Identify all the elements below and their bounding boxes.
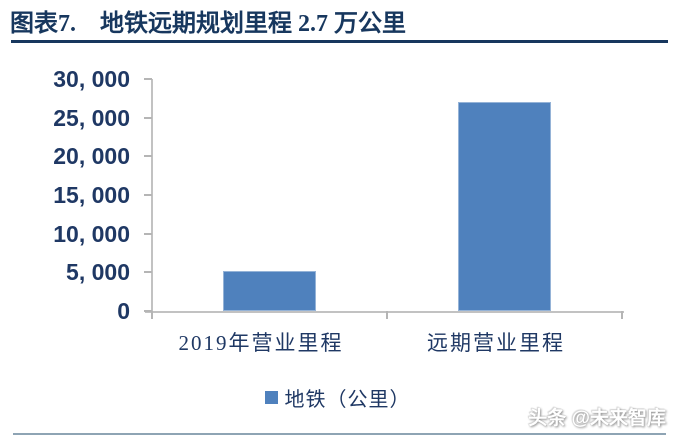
figure-title-prefix: 图表7. bbox=[10, 11, 76, 37]
y-axis-tick-label: 25, 000 bbox=[53, 104, 130, 131]
toutiao-watermark: 头条 @未来智库 bbox=[528, 408, 666, 429]
y-axis-tick-label: 20, 000 bbox=[53, 143, 130, 170]
metro-bar-1 bbox=[223, 271, 316, 311]
x-axis-tick bbox=[151, 311, 153, 319]
x-axis-line bbox=[145, 311, 624, 313]
y-axis-tick-label: 10, 000 bbox=[53, 220, 130, 247]
y-axis-tick-label: 0 bbox=[117, 298, 130, 324]
y-axis-tick-label: 15, 000 bbox=[53, 182, 130, 208]
y-axis-tick bbox=[144, 116, 152, 119]
y-axis-line bbox=[151, 79, 153, 313]
x-axis-tick bbox=[621, 311, 623, 319]
figure-title-text: 地铁远期规划里程 2.7 万公里 bbox=[100, 11, 406, 37]
legend-label: 地铁（公里） bbox=[284, 389, 411, 411]
y-axis-tick bbox=[144, 155, 152, 158]
legend-swatch-metro bbox=[264, 391, 278, 404]
y-axis-tick bbox=[144, 310, 152, 312]
y-axis-tick bbox=[144, 271, 152, 274]
y-axis-tick bbox=[144, 194, 152, 196]
x-axis-tick bbox=[386, 311, 388, 319]
chart-legend: 地铁（公里） bbox=[0, 383, 675, 412]
y-axis-tick bbox=[144, 232, 152, 235]
x-category-label: 远期营业里程 bbox=[427, 331, 565, 355]
y-axis-tick-label: 30, 000 bbox=[53, 66, 130, 92]
footer-rule bbox=[13, 433, 666, 435]
figure-title: 图表7. 地铁远期规划里程 2.7 万公里 bbox=[10, 3, 406, 38]
y-axis-tick-label: 5, 000 bbox=[66, 259, 130, 286]
title-underline bbox=[11, 40, 668, 43]
metro-bar-2 bbox=[458, 102, 551, 311]
y-axis-tick bbox=[144, 78, 152, 80]
x-category-label: 2019年营业里程 bbox=[178, 331, 344, 355]
